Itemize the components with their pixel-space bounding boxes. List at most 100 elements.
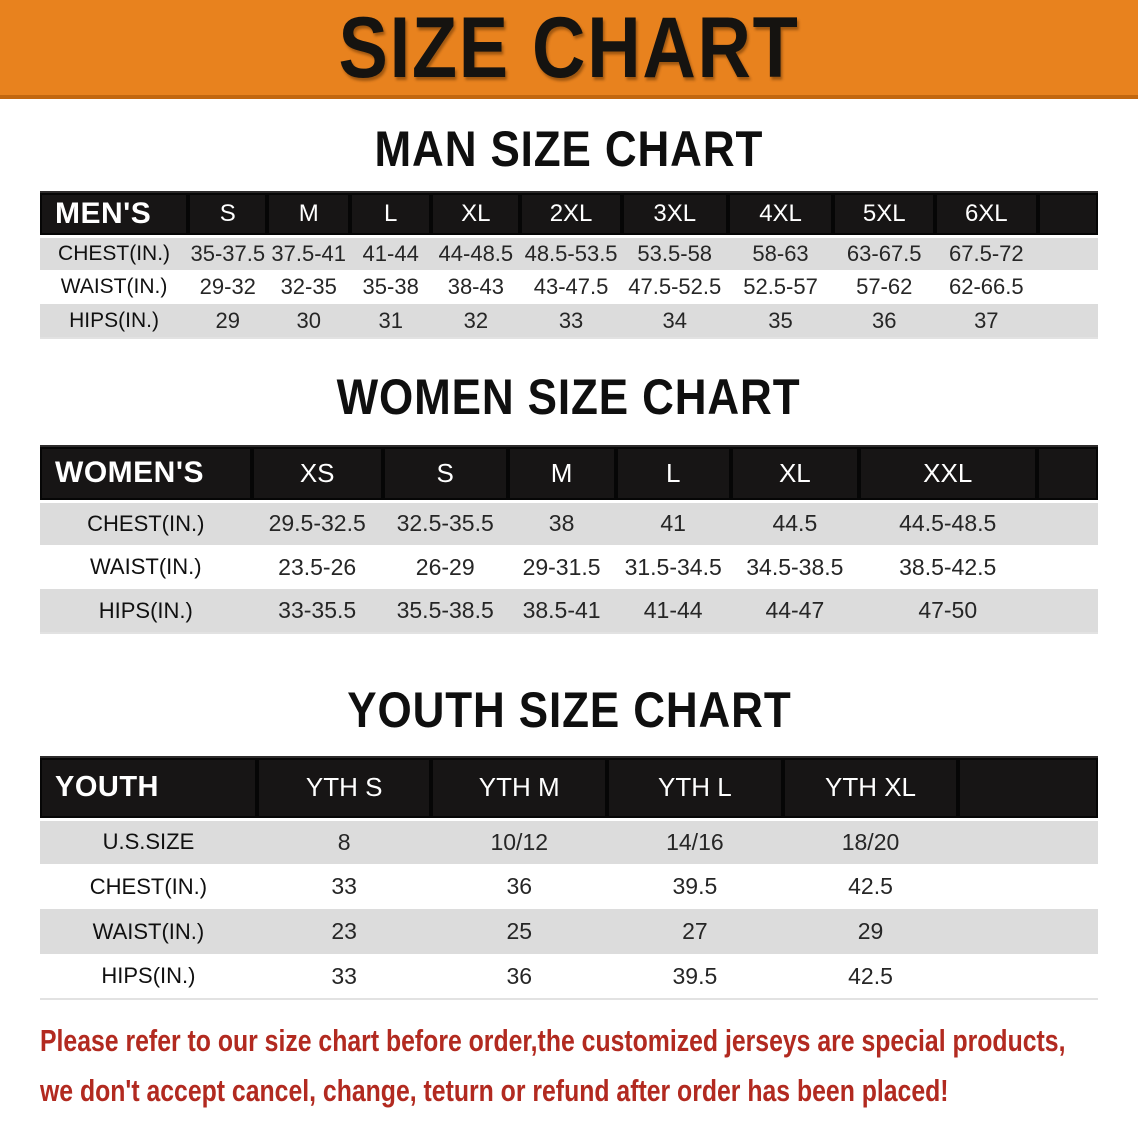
- size-column-header: XS: [251, 446, 383, 503]
- size-value-cell: 36: [506, 962, 533, 989]
- size-value-cell: 38.5-42.5: [899, 553, 997, 580]
- size-value-cell: 32-35: [280, 274, 337, 299]
- size-value-cell: 29.5-32.5: [268, 510, 366, 537]
- size-column-header: YTH M: [431, 757, 608, 821]
- size-value-cell: 53.5-58: [637, 240, 713, 266]
- size-value-cell: 34.5-38.5: [746, 553, 844, 580]
- spacer-cell: [958, 954, 1098, 999]
- size-value-cell: 37.5-41: [271, 240, 347, 266]
- spacer-cell: [1037, 545, 1098, 589]
- mens-size-table: MEN'S S M L XL 2XL 3XL 4XL 5XL 6XL CHEST(IN.) 35-37…: [40, 191, 1098, 339]
- size-value-cell: 33: [331, 873, 357, 899]
- table-header-row: WOMEN'S XS S M L XL XXL: [40, 446, 1098, 503]
- spacer-cell: [1038, 304, 1098, 338]
- row-label: HIPS(IN.): [98, 597, 193, 623]
- size-value-cell: 38: [548, 510, 575, 537]
- size-value-cell: 32.5-35.5: [396, 510, 494, 537]
- table-row: WAIST(IN.) 29-32 32-35 35-38 38-43 43-47.5 47.…: [40, 270, 1098, 304]
- size-column-header: L: [349, 192, 432, 238]
- size-value-cell: 29: [215, 307, 241, 333]
- size-column-header: YTH XL: [782, 757, 959, 821]
- size-column-header: 4XL: [727, 192, 834, 238]
- size-column-header: XXL: [858, 446, 1037, 503]
- row-label: CHEST(IN.): [87, 510, 205, 536]
- table-row: CHEST(IN.) 33 36 39.5 42.5: [40, 864, 1098, 909]
- size-value-cell: 63-67.5: [846, 240, 922, 266]
- spacer-cell: [958, 909, 1098, 954]
- size-value-cell: 27: [682, 918, 708, 944]
- size-value-cell: 25: [506, 918, 533, 944]
- women-section-heading-text: WOMEN SIZE CHART: [337, 369, 801, 425]
- size-value-cell: 23: [331, 918, 357, 944]
- size-value-cell: 42.5: [848, 962, 893, 989]
- size-value-cell: 37: [974, 307, 999, 333]
- size-value-cell: 52.5-57: [743, 274, 818, 299]
- size-value-cell: 35-37.5: [190, 240, 266, 266]
- size-value-cell: 47.5-52.5: [628, 274, 722, 299]
- table-title-cell: WOMEN'S: [40, 446, 252, 503]
- size-column-header: M: [507, 446, 616, 503]
- spacer-cell: [1037, 501, 1098, 545]
- size-column-header: YTH L: [607, 757, 783, 821]
- size-column-header: M: [267, 192, 350, 238]
- size-value-cell: 41-44: [362, 240, 419, 266]
- row-label: WAIST(IN.): [60, 275, 168, 298]
- row-label: CHEST(IN.): [58, 241, 171, 265]
- size-column-header: YTH S: [256, 757, 432, 821]
- size-value-cell: 67.5-72: [949, 240, 1024, 266]
- size-value-cell: 36: [871, 307, 897, 333]
- size-value-cell: 36: [506, 873, 533, 899]
- size-chart-banner: SIZE CHART: [0, 0, 1138, 99]
- size-value-cell: 48.5-53.5: [524, 240, 618, 266]
- size-value-cell: 42.5: [848, 873, 893, 899]
- size-value-cell: 29-32: [199, 274, 256, 299]
- table-row: HIPS(IN.) 29 30 31 32 33 34 35 36 37: [40, 304, 1098, 338]
- row-label: WAIST(IN.): [89, 554, 202, 579]
- size-column-header: S: [382, 446, 508, 503]
- size-value-cell: 35.5-38.5: [396, 597, 494, 623]
- table-row: WAIST(IN.) 23 25 27 29: [40, 909, 1098, 954]
- size-column-header: XL: [730, 446, 859, 503]
- size-value-cell: 8: [337, 828, 351, 855]
- table-row: CHEST(IN.) 35-37.5 37.5-41 41-44 44-48.5 48.5…: [40, 236, 1098, 270]
- size-value-cell: 14/16: [666, 828, 724, 855]
- row-label: WAIST(IN.): [92, 918, 205, 944]
- size-value-cell: 44-47: [765, 597, 825, 623]
- size-column-header: 2XL: [520, 192, 622, 238]
- table-row: CHEST(IN.) 29.5-32.5 32.5-35.5 38 41 44.5 44.5…: [40, 501, 1098, 545]
- table-row: U.S.SIZE 8 10/12 14/16 18/20: [40, 819, 1098, 864]
- row-label: HIPS(IN.): [69, 308, 159, 332]
- spacer-cell: [1037, 192, 1098, 238]
- size-value-cell: 26-29: [415, 553, 475, 580]
- row-label: HIPS(IN.): [101, 963, 196, 988]
- spacer-cell: [1038, 270, 1098, 304]
- size-value-cell: 43-47.5: [533, 274, 609, 299]
- spacer-cell: [1036, 446, 1098, 503]
- spacer-cell: [1038, 236, 1098, 270]
- table-row: HIPS(IN.) 33-35.5 35.5-38.5 38.5-41 41-44 44-…: [40, 589, 1098, 633]
- youth-section-heading-text: YOUTH SIZE CHART: [346, 682, 792, 738]
- size-value-cell: 31: [378, 307, 403, 333]
- size-value-cell: 44-48.5: [438, 240, 514, 266]
- size-value-cell: 41: [660, 510, 686, 537]
- row-label: U.S.SIZE: [102, 829, 195, 855]
- size-column-header: L: [615, 446, 731, 503]
- size-value-cell: 39.5: [672, 873, 718, 899]
- table-title-cell: MEN'S: [40, 192, 189, 238]
- disclaimer: Please refer to our size chart before or…: [40, 1016, 1138, 1116]
- size-value-cell: 62-66.5: [949, 274, 1024, 299]
- banner-title: SIZE CHART: [338, 0, 800, 96]
- table-title-cell: YOUTH: [40, 757, 257, 821]
- size-value-cell: 57-62: [856, 274, 913, 299]
- size-value-cell: 31.5-34.5: [624, 553, 722, 580]
- size-value-cell: 29: [857, 918, 884, 944]
- size-value-cell: 39.5: [672, 962, 718, 989]
- disclaimer-line-1: Please refer to our size chart before or…: [40, 1023, 1066, 1058]
- size-value-cell: 23.5-26: [278, 553, 357, 580]
- size-column-header: 5XL: [833, 192, 935, 238]
- size-value-cell: 44.5: [772, 510, 818, 537]
- size-value-cell: 18/20: [841, 828, 900, 855]
- size-value-cell: 38-43: [447, 274, 504, 299]
- size-value-cell: 30: [296, 307, 321, 333]
- women-section-heading: WOMEN SIZE CHART: [0, 369, 1138, 425]
